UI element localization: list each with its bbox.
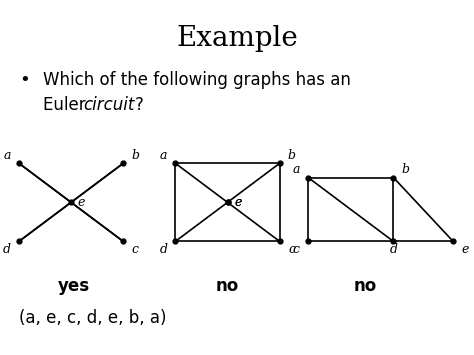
Text: (a, e, c, d, e, b, a): (a, e, c, d, e, b, a) — [19, 309, 166, 327]
Text: c: c — [293, 243, 300, 256]
Text: Example: Example — [176, 25, 298, 52]
Text: Euler: Euler — [43, 96, 91, 114]
Text: d: d — [160, 243, 167, 256]
Text: •: • — [19, 71, 30, 89]
Text: b: b — [401, 163, 409, 176]
Text: yes: yes — [57, 277, 90, 295]
Text: d: d — [390, 243, 397, 256]
Text: no: no — [216, 277, 239, 295]
Text: a: a — [160, 149, 167, 162]
Text: e: e — [234, 196, 242, 209]
Text: Which of the following graphs has an: Which of the following graphs has an — [43, 71, 351, 89]
Text: no: no — [353, 277, 377, 295]
Text: d: d — [3, 243, 11, 256]
Text: c: c — [288, 243, 295, 256]
Text: e: e — [234, 196, 242, 209]
Text: e: e — [461, 243, 469, 256]
Text: b: b — [288, 149, 295, 162]
Text: a: a — [292, 163, 300, 176]
Text: ?: ? — [135, 96, 144, 114]
Text: circuit: circuit — [83, 96, 134, 114]
Text: b: b — [131, 149, 139, 162]
Text: a: a — [3, 149, 11, 162]
Text: e: e — [78, 196, 85, 209]
Text: c: c — [132, 243, 138, 256]
